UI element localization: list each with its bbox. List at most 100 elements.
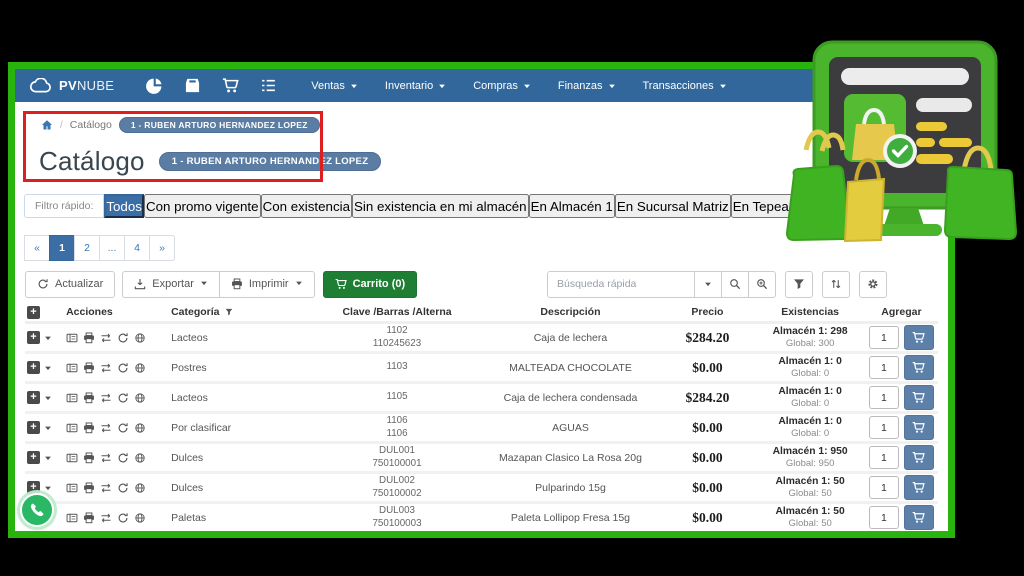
filter-option-button[interactable]: Con promo vigente <box>143 194 261 218</box>
transfer-icon[interactable] <box>100 392 112 404</box>
filter-button[interactable] <box>785 270 813 298</box>
quantity-input[interactable] <box>868 326 899 349</box>
transfer-icon[interactable] <box>100 452 112 464</box>
globe-icon[interactable] <box>134 422 146 434</box>
refresh-icon[interactable] <box>117 512 129 524</box>
printer-icon[interactable] <box>83 482 95 494</box>
filter-option-button[interactable]: En Sucursal Matriz <box>614 194 731 218</box>
add-to-cart-button[interactable] <box>903 475 934 500</box>
task-list-icon[interactable] <box>260 77 277 94</box>
add-to-cart-button[interactable] <box>903 325 934 350</box>
card-icon[interactable] <box>66 452 78 464</box>
print-button[interactable]: Imprimir <box>218 270 315 298</box>
nav-menu-item[interactable]: Finanzas <box>558 80 616 92</box>
search-button[interactable] <box>721 270 749 298</box>
transfer-icon[interactable] <box>100 482 112 494</box>
nav-menu-item[interactable]: Transacciones <box>643 80 727 92</box>
expand-row-button[interactable]: + <box>27 361 40 374</box>
page-button[interactable]: 1 <box>49 235 75 261</box>
card-icon[interactable] <box>66 362 78 374</box>
export-button[interactable]: Exportar <box>122 270 220 298</box>
expand-row-button[interactable]: + <box>27 481 40 494</box>
pie-chart-icon[interactable] <box>146 77 163 94</box>
card-icon[interactable] <box>66 482 78 494</box>
refresh-icon[interactable] <box>117 422 129 434</box>
expand-row-button[interactable]: + <box>27 421 40 434</box>
expand-row-button[interactable]: + <box>27 331 40 344</box>
chevron-down-icon[interactable] <box>44 484 52 492</box>
globe-icon[interactable] <box>134 512 146 524</box>
refresh-icon[interactable] <box>117 392 129 404</box>
printer-icon[interactable] <box>83 362 95 374</box>
advanced-search-button[interactable] <box>748 270 776 298</box>
cart-button[interactable]: Carrito (0) <box>322 270 418 298</box>
transfer-icon[interactable] <box>100 362 112 374</box>
add-to-cart-button[interactable] <box>903 445 934 470</box>
printer-icon[interactable] <box>83 452 95 464</box>
expand-all-button[interactable]: + <box>27 305 40 319</box>
globe-icon[interactable] <box>134 482 146 494</box>
quantity-input[interactable] <box>868 446 899 469</box>
page-button[interactable]: 2 <box>74 235 100 261</box>
expand-row-button[interactable]: + <box>27 451 40 464</box>
breadcrumb-section[interactable]: Catálogo <box>69 119 112 131</box>
chevron-down-icon[interactable] <box>44 334 52 342</box>
card-icon[interactable] <box>66 392 78 404</box>
transfer-icon[interactable] <box>100 332 112 344</box>
add-to-cart-button[interactable] <box>903 385 934 410</box>
shopping-cart-icon[interactable] <box>222 77 239 94</box>
globe-icon[interactable] <box>134 392 146 404</box>
home-icon[interactable] <box>41 119 53 131</box>
page-button[interactable]: « <box>24 235 50 261</box>
card-icon[interactable] <box>66 332 78 344</box>
header-category[interactable]: Categoría <box>171 306 313 318</box>
quantity-input[interactable] <box>868 506 899 529</box>
refresh-icon[interactable] <box>117 452 129 464</box>
printer-icon[interactable] <box>83 422 95 434</box>
nav-menu-item[interactable]: Inventario <box>385 80 446 92</box>
printer-icon[interactable] <box>83 392 95 404</box>
page-button[interactable]: 4 <box>124 235 150 261</box>
printer-icon[interactable] <box>83 512 95 524</box>
refresh-icon[interactable] <box>117 482 129 494</box>
nav-menu-item[interactable]: Ventas <box>311 80 358 92</box>
settings-button[interactable] <box>859 270 887 298</box>
globe-icon[interactable] <box>134 362 146 374</box>
sort-button[interactable] <box>822 270 850 298</box>
chevron-down-icon[interactable] <box>44 394 52 402</box>
card-icon[interactable] <box>66 512 78 524</box>
refresh-icon[interactable] <box>117 332 129 344</box>
globe-icon[interactable] <box>134 332 146 344</box>
chevron-down-icon[interactable] <box>44 424 52 432</box>
chevron-down-icon[interactable] <box>44 364 52 372</box>
refresh-icon[interactable] <box>117 362 129 374</box>
page-button[interactable]: » <box>149 235 175 261</box>
expand-row-button[interactable]: + <box>27 391 40 404</box>
globe-icon[interactable] <box>134 452 146 464</box>
card-icon[interactable] <box>66 422 78 434</box>
page-button[interactable]: ... <box>99 235 125 261</box>
chevron-down-icon[interactable] <box>44 454 52 462</box>
add-to-cart-button[interactable] <box>903 355 934 380</box>
cash-register-icon[interactable] <box>184 77 201 94</box>
printer-icon[interactable] <box>83 332 95 344</box>
filter-option-button[interactable]: En Almacén 1 <box>528 194 615 218</box>
phone-support-button[interactable] <box>20 493 54 527</box>
funnel-icon[interactable] <box>225 308 233 316</box>
quantity-input[interactable] <box>868 356 899 379</box>
search-input[interactable] <box>547 270 695 298</box>
add-to-cart-button[interactable] <box>903 505 934 530</box>
nav-menu-item[interactable]: Compras <box>473 80 531 92</box>
search-options-button[interactable] <box>694 270 722 298</box>
quantity-input[interactable] <box>868 416 899 439</box>
transfer-icon[interactable] <box>100 422 112 434</box>
filter-option-button[interactable]: Con existencia <box>260 194 352 218</box>
add-to-cart-button[interactable] <box>903 415 934 440</box>
refresh-button[interactable]: Actualizar <box>25 270 116 298</box>
transfer-icon[interactable] <box>100 512 112 524</box>
quantity-input[interactable] <box>868 386 899 409</box>
quantity-input[interactable] <box>868 476 899 499</box>
brand-logo[interactable]: PVNUBE <box>29 78 114 94</box>
filter-option-button[interactable]: Todos <box>104 194 144 218</box>
filter-option-button[interactable]: Sin existencia en mi almacén <box>351 194 529 218</box>
